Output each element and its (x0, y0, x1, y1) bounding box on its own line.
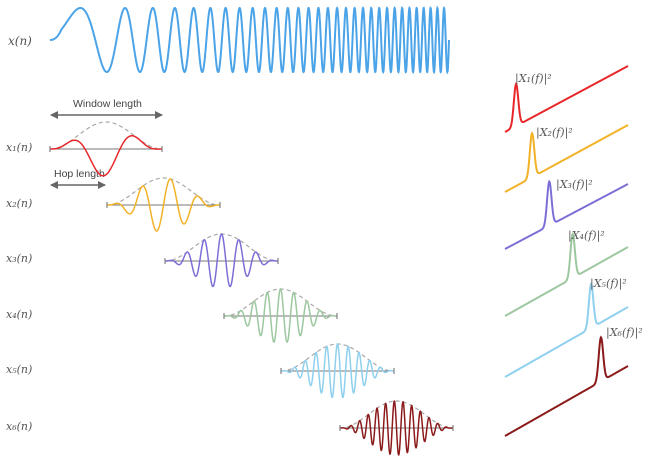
spectrum-6: |X₆(f)|² (504, 326, 643, 437)
frame-label-3: x₃(n) (6, 252, 32, 265)
frame-waveform-5 (281, 343, 394, 399)
frame-label-1: x₁(n) (6, 141, 32, 154)
window-envelope-6 (339, 400, 454, 429)
spectrum-4: |X₄(f)|² (504, 229, 629, 317)
spectrum-curve-5 (504, 282, 629, 378)
spectrum-label-1: |X₁(f)|² (515, 72, 552, 86)
spectrum-label-2: |X₂(f)|² (536, 126, 573, 140)
signal-label: x(n) (8, 34, 32, 48)
frame-waveform-6 (340, 400, 453, 456)
frame-6: x₆(n) (6, 400, 454, 456)
frame-1: x₁(n) (6, 121, 163, 177)
spectrum-curve-3 (504, 179, 629, 250)
window-envelope-3 (164, 233, 279, 262)
spectrum-3: |X₃(f)|² (504, 178, 629, 250)
spectrum-2: |X₂(f)|² (504, 124, 629, 193)
spectrum-curve-1 (504, 65, 629, 133)
frame-label-4: x₄(n) (6, 308, 32, 321)
frame-label-2: x₂(n) (6, 197, 32, 210)
spectrum-label-6: |X₆(f)|² (606, 326, 643, 340)
spectrum-1: |X₁(f)|² (504, 65, 629, 133)
frame-waveform-1 (50, 135, 162, 177)
window-envelope-5 (280, 343, 395, 372)
spectrum-curve-4 (504, 232, 629, 317)
frame-waveform-3 (165, 233, 278, 288)
window-length-label: Window length (73, 98, 142, 110)
hop-length-annotation: Hop length (50, 168, 106, 189)
frame-2: x₂(n) (6, 177, 221, 232)
frame-4: x₄(n) (6, 288, 338, 343)
window-length-annotation: Window length (50, 98, 163, 119)
spectrum-label-4: |X₄(f)|² (568, 229, 605, 243)
window-envelope-4 (223, 288, 338, 317)
spectrum-label-5: |X₅(f)|² (590, 277, 627, 291)
hop-length-label: Hop length (54, 168, 105, 180)
frame-5: x₅(n) (6, 343, 395, 399)
signal-waveform (50, 5, 450, 75)
spectrum-5: |X₅(f)|² (504, 277, 629, 378)
frame-label-6: x₆(n) (6, 420, 32, 433)
spectrum-curve-6 (504, 335, 629, 437)
spectrum-label-3: |X₃(f)|² (556, 178, 593, 192)
frame-label-5: x₅(n) (6, 363, 32, 376)
frame-3: x₃(n) (6, 233, 279, 288)
frame-waveform-4 (224, 288, 337, 343)
frame-waveform-2 (107, 178, 220, 232)
spectrum-curve-2 (504, 124, 629, 193)
full-signal: x(n) (8, 5, 450, 75)
